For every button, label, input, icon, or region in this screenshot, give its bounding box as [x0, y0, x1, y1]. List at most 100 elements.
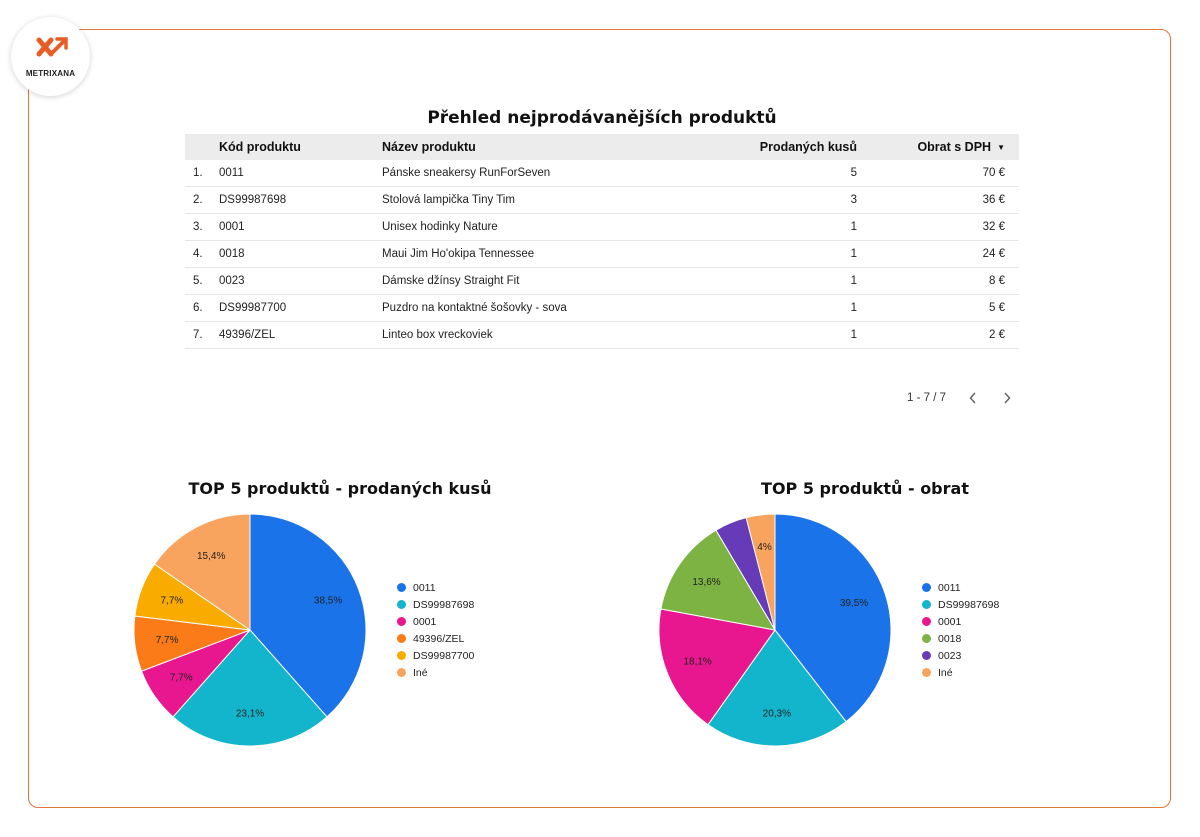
legend-swatch: [922, 634, 931, 643]
row-qty: 5: [850, 167, 857, 179]
chart-revenue-title: TOP 5 produktů - obrat: [761, 479, 969, 498]
pie-slice-0011[interactable]: [774, 513, 892, 723]
legend-label: 0011: [413, 581, 436, 594]
pie-slice-0011[interactable]: [249, 513, 367, 718]
row-index: 2.: [193, 194, 203, 206]
table-header: Kód produktu Název produktu Prodaných ku…: [185, 134, 1019, 160]
pie-slice-ds99987698[interactable]: [707, 629, 847, 747]
header-revenue[interactable]: Obrat s DPH ▼: [857, 140, 1012, 154]
legend-item[interactable]: 0001: [922, 613, 999, 630]
row-code: 0023: [219, 275, 245, 287]
pie-slice-label: 23,1%: [236, 709, 264, 720]
legend-swatch: [922, 668, 931, 677]
row-code: 0001: [219, 221, 245, 233]
legend-label: DS99987700: [413, 649, 475, 662]
row-name: Unisex hodinky Nature: [382, 221, 498, 233]
row-index: 5.: [193, 275, 203, 287]
legend-item[interactable]: DS99987698: [922, 596, 999, 613]
row-name: Puzdro na kontaktné šošovky - sova: [382, 302, 567, 314]
table-row: 3. 0001 Unisex hodinky Nature 1 32 €: [185, 214, 1019, 241]
row-index: 3.: [193, 221, 203, 233]
pie-slice-0001[interactable]: [658, 608, 776, 726]
legend-label: 0001: [413, 615, 437, 628]
row-qty: 1: [850, 329, 857, 341]
legend-item[interactable]: Iné: [397, 664, 474, 681]
pie-slice-label: 20,3%: [763, 708, 791, 719]
pie-slice-label: 13,6%: [692, 577, 720, 588]
next-page-button[interactable]: [1000, 389, 1014, 407]
row-revenue: 5 €: [989, 302, 1005, 314]
legend-swatch: [922, 651, 931, 660]
pie-chart-revenue: 39,5% 20,3% 18,1% 13,6% 4%: [658, 513, 892, 747]
chart-qty-title: TOP 5 produktů - prodaných kusů: [188, 479, 492, 498]
legend-label: 49396/ZEL: [413, 632, 465, 645]
row-qty: 3: [850, 194, 857, 206]
legend-swatch: [922, 617, 931, 626]
table-row: 1. 0011 Pánske sneakersy RunForSeven 5 70 €: [185, 160, 1019, 187]
row-qty: 1: [850, 248, 857, 260]
row-revenue: 24 €: [982, 248, 1005, 260]
row-name: Pánske sneakersy RunForSeven: [382, 167, 551, 179]
legend-item[interactable]: 0001: [397, 613, 474, 630]
products-table: Kód produktu Název produktu Prodaných ku…: [185, 134, 1019, 349]
legend-item[interactable]: DS99987700: [397, 647, 474, 664]
pie-slice-label: 4%: [757, 542, 772, 553]
row-code: 49396/ZEL: [219, 329, 276, 341]
header-revenue-label: Obrat s DPH: [917, 140, 992, 154]
row-qty: 1: [850, 302, 857, 314]
table-row: 6. DS99987700 Puzdro na kontaktné šošovky …: [185, 295, 1019, 322]
pie-slice-label: 18,1%: [683, 656, 711, 667]
row-code: DS99987698: [219, 194, 287, 206]
logo-mark-icon: [36, 36, 68, 56]
pie-slice-ds99987698[interactable]: [172, 629, 328, 747]
legend-item[interactable]: 0023: [922, 647, 999, 664]
row-code: 0018: [219, 248, 245, 260]
table-title: Přehled nejprodávanějších produktů: [427, 108, 777, 128]
header-code[interactable]: Kód produktu: [219, 140, 301, 154]
legend-label: 0023: [938, 649, 962, 662]
row-name: Stolová lampička Tiny Tim: [382, 194, 515, 206]
legend-swatch: [397, 583, 406, 592]
legend-item[interactable]: Iné: [922, 664, 999, 681]
pie-slice-label: 39,5%: [840, 598, 868, 609]
row-name: Dámske džínsy Straight Fit: [382, 275, 520, 287]
pie-slice-label: 7,7%: [170, 672, 193, 683]
row-index: 4.: [193, 248, 203, 260]
pie-slice-label: 15,4%: [197, 551, 225, 562]
pie-slice-label: 7,7%: [161, 595, 184, 606]
legend-item[interactable]: 0011: [397, 579, 474, 596]
row-qty: 1: [850, 275, 857, 287]
legend-item[interactable]: DS99987698: [397, 596, 474, 613]
legend-swatch: [397, 600, 406, 609]
row-revenue: 36 €: [982, 194, 1005, 206]
header-name[interactable]: Název produktu: [382, 140, 476, 154]
sort-desc-icon: ▼: [997, 143, 1005, 153]
table-row: 4. 0018 Maui Jim Ho'okipa Tennessee 1 24 €: [185, 241, 1019, 268]
legend-label: 0001: [938, 615, 962, 628]
legend-swatch: [922, 583, 931, 592]
legend-item[interactable]: 0011: [922, 579, 999, 596]
legend-item[interactable]: 0018: [922, 630, 999, 647]
pagination: 1 - 7 / 7: [880, 388, 1020, 408]
metrixana-logo: METRIXANA: [11, 17, 90, 96]
legend-swatch: [922, 600, 931, 609]
row-index: 6.: [193, 302, 203, 314]
pie-slice-in-[interactable]: [153, 513, 251, 631]
row-revenue: 2 €: [989, 329, 1005, 341]
pie-slice-in-[interactable]: [745, 513, 776, 631]
legend-label: DS99987698: [413, 598, 475, 611]
row-revenue: 8 €: [989, 275, 1005, 287]
logo-text: METRIXANA: [25, 68, 76, 78]
legend-item[interactable]: 49396/ZEL: [397, 630, 474, 647]
row-revenue: 32 €: [982, 221, 1005, 233]
header-qty[interactable]: Prodaných kusů: [759, 140, 857, 154]
row-name: Maui Jim Ho'okipa Tennessee: [382, 248, 535, 260]
pie-chart-qty: 38,5% 23,1% 7,7% 7,7% 7,7% 15,4%: [133, 513, 367, 747]
prev-page-button[interactable]: [966, 389, 980, 407]
legend-label: Iné: [413, 666, 428, 679]
pie-slice-0018[interactable]: [660, 529, 776, 631]
chevron-right-icon: [1004, 392, 1011, 404]
table-row: 2. DS99987698 Stolová lampička Tiny Tim 3 36…: [185, 187, 1019, 214]
row-revenue: 70 €: [982, 167, 1005, 179]
row-index: 7.: [193, 329, 203, 341]
